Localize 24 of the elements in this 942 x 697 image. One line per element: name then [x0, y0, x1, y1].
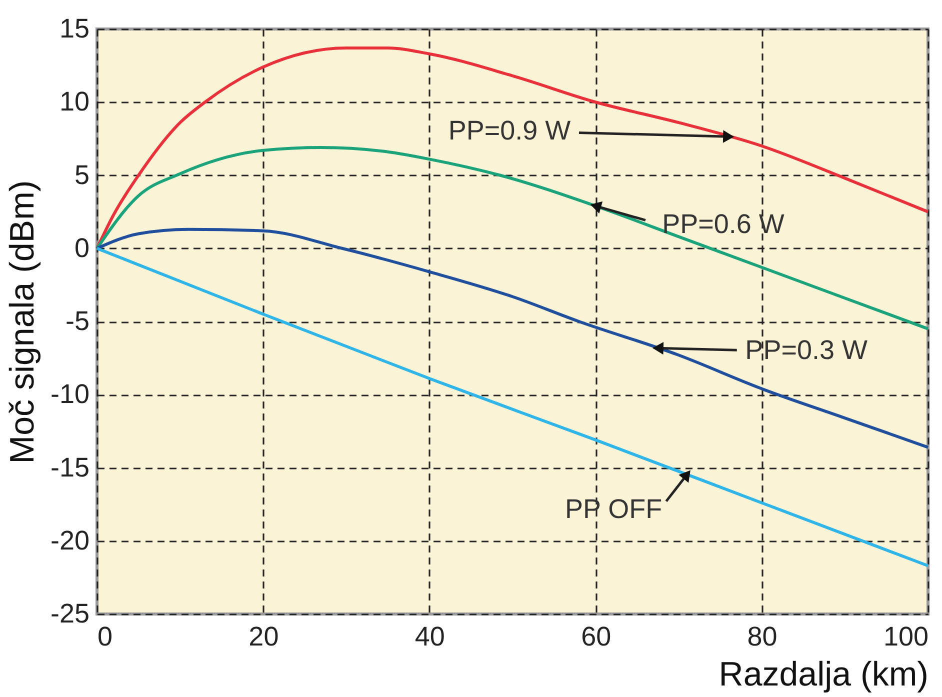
series-label: PP=0.6 W [662, 208, 785, 239]
series-label: PP=0.9 W [448, 115, 572, 146]
y-axis-title: Moč signala (dBm) [3, 180, 42, 464]
x-tick-label: 0 [98, 622, 113, 652]
line-series [96, 146, 930, 330]
y-tick-label: -5 [65, 306, 90, 336]
line-series [96, 46, 930, 250]
x-tick-label: 80 [747, 622, 778, 652]
y-tick-label: 0 [74, 232, 90, 263]
x-tick-label: 40 [414, 622, 445, 652]
y-tick-label: -15 [50, 452, 90, 482]
x-tick-label: 20 [248, 622, 279, 652]
y-tick-label: -20 [50, 525, 90, 556]
series-label: PP OFF [565, 494, 662, 524]
line-series [96, 246, 930, 568]
y-tick-label: 10 [59, 86, 90, 117]
series-label: PP=0.3 W [745, 334, 868, 365]
y-tick-label: 15 [59, 14, 90, 44]
x-axis-title: Razdalja (km) [718, 656, 928, 694]
y-tick-label: -10 [50, 379, 90, 410]
y-tick-label: 5 [74, 160, 90, 190]
y-tick-label: -25 [50, 598, 90, 628]
x-tick-label: 60 [581, 622, 612, 652]
x-tick-label: 100 [883, 622, 928, 652]
